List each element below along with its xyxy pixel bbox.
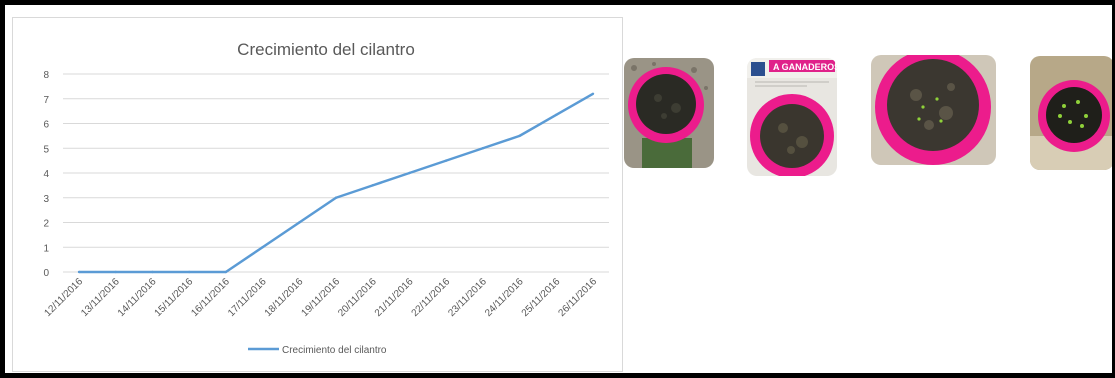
y-tick-label: 0	[43, 268, 49, 279]
legend-label: Crecimiento del cilantro	[282, 345, 387, 356]
photo-image	[1030, 56, 1112, 170]
x-tick-label: 23/11/2016	[446, 276, 489, 319]
data-point	[77, 270, 81, 274]
x-tick-label: 22/11/2016	[410, 276, 453, 319]
x-tick-label: 15/11/2016	[153, 276, 196, 319]
y-tick-label: 5	[43, 144, 49, 155]
x-tick-label: 19/11/2016	[299, 276, 342, 319]
gridlines	[63, 73, 609, 273]
data-point	[224, 270, 228, 274]
data-point	[151, 270, 154, 274]
data-point	[591, 92, 595, 96]
chart-panel: Crecimiento del cilantro 0 1 2 3 4 5 6 7 8 12/11…	[12, 17, 623, 372]
data-point	[481, 147, 485, 150]
svg-text:A GANADEROS: A GANADEROS	[773, 62, 837, 72]
x-tick-label: 26/11/2016	[556, 276, 599, 319]
series-line	[79, 92, 594, 274]
y-tick-label: 6	[43, 120, 49, 131]
data-point	[298, 221, 301, 224]
x-tick-label: 17/11/2016	[226, 276, 269, 319]
photo-pot-on-newspaper: A GANADEROS	[747, 58, 837, 176]
chart-title: Crecimiento del cilantro	[237, 40, 415, 59]
x-tick-label: 16/11/2016	[189, 276, 232, 319]
y-tick-label: 7	[43, 95, 49, 106]
x-tick-label: 14/11/2016	[116, 276, 159, 319]
data-point	[114, 270, 117, 274]
data-point	[187, 270, 191, 274]
data-point	[334, 196, 338, 199]
x-tick-label: 24/11/2016	[483, 276, 526, 319]
y-tick-label: 3	[43, 194, 49, 205]
x-axis-ticks: 12/11/201613/11/201614/11/201615/11/2016…	[42, 276, 599, 319]
data-point	[371, 184, 374, 187]
y-axis-ticks: 0 1 2 3 4 5 6 7 8	[43, 70, 49, 279]
x-tick-label: 13/11/2016	[79, 276, 122, 319]
data-point	[261, 246, 264, 249]
photo-image	[871, 55, 996, 165]
x-tick-label: 18/11/2016	[263, 276, 306, 319]
y-tick-label: 4	[43, 169, 49, 180]
data-point	[408, 171, 411, 175]
x-tick-label: 12/11/2016	[42, 276, 85, 319]
x-tick-label: 20/11/2016	[336, 276, 379, 319]
photo-pot-with-soil	[624, 58, 714, 168]
x-tick-label: 21/11/2016	[373, 276, 416, 319]
image-frame: Crecimiento del cilantro 0 1 2 3 4 5 6 7 8 12/11…	[5, 5, 1112, 373]
data-point	[555, 113, 558, 117]
photo-pot-with-seedlings	[871, 55, 996, 165]
legend: Crecimiento del cilantro	[248, 345, 387, 356]
y-tick-label: 2	[43, 219, 49, 230]
series-lines	[77, 92, 595, 274]
y-tick-label: 8	[43, 70, 49, 81]
data-point	[518, 134, 521, 138]
photo-image: A GANADEROS	[747, 58, 837, 176]
y-tick-label: 1	[43, 243, 49, 254]
data-point	[444, 159, 448, 162]
line-chart: Crecimiento del cilantro 0 1 2 3 4 5 6 7 8 12/11…	[42, 40, 609, 356]
x-tick-label: 25/11/2016	[520, 276, 563, 319]
photo-pot-with-sprouts	[1030, 56, 1112, 170]
photo-image	[624, 58, 714, 168]
